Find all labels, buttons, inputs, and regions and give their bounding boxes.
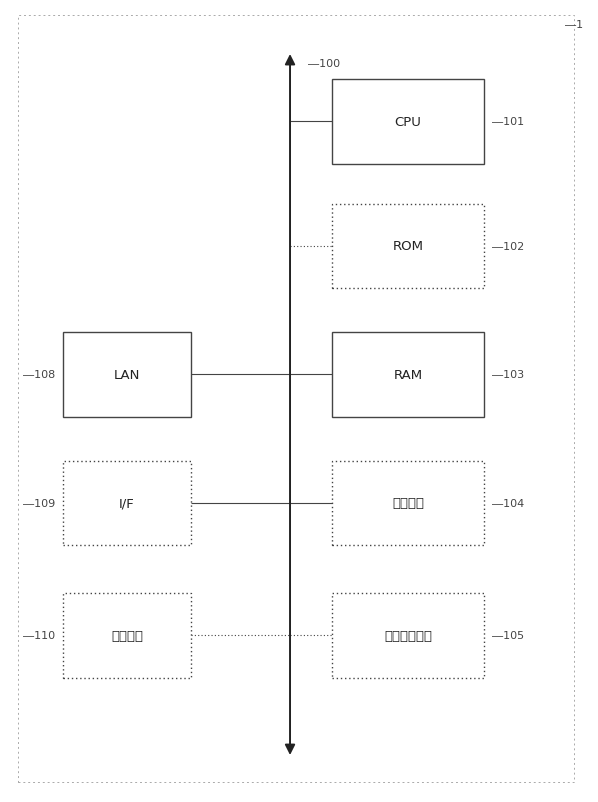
Text: LAN: LAN [114, 368, 141, 382]
Text: ―105: ―105 [492, 630, 524, 641]
Text: ―110: ―110 [23, 630, 56, 641]
Text: 入力装置: 入力装置 [111, 629, 143, 642]
Text: I/F: I/F [119, 496, 135, 510]
Bar [332, 593, 484, 678]
Text: ROM: ROM [393, 240, 423, 253]
Text: ―101: ―101 [492, 117, 524, 128]
Text: ―109: ―109 [23, 498, 56, 508]
Bar [332, 461, 484, 545]
Text: ―108: ―108 [23, 370, 56, 380]
Text: RAM: RAM [393, 368, 423, 382]
Text: ―102: ―102 [492, 241, 524, 252]
Text: 記憶装置: 記憶装置 [392, 496, 424, 510]
Text: ―1: ―1 [565, 20, 583, 30]
Text: ―100: ―100 [308, 59, 340, 69]
Bar [63, 593, 191, 678]
Text: ―104: ―104 [492, 498, 524, 508]
Bar [332, 333, 484, 417]
Text: ディスプレイ: ディスプレイ [384, 629, 432, 642]
Bar [63, 461, 191, 545]
Bar [332, 80, 484, 164]
Text: CPU: CPU [395, 115, 422, 129]
Bar [63, 333, 191, 417]
Bar [332, 205, 484, 289]
Text: ―103: ―103 [492, 370, 524, 380]
